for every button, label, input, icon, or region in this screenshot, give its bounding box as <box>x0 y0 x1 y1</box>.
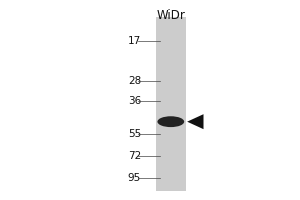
Text: 72: 72 <box>128 151 141 161</box>
Text: 17: 17 <box>128 36 141 46</box>
Ellipse shape <box>158 116 184 127</box>
Text: 55: 55 <box>128 129 141 139</box>
Polygon shape <box>187 114 203 129</box>
Text: 36: 36 <box>128 96 141 106</box>
Bar <box>156 17 186 191</box>
Text: 95: 95 <box>128 173 141 183</box>
Text: WiDr: WiDr <box>156 9 185 22</box>
Text: 28: 28 <box>128 76 141 86</box>
